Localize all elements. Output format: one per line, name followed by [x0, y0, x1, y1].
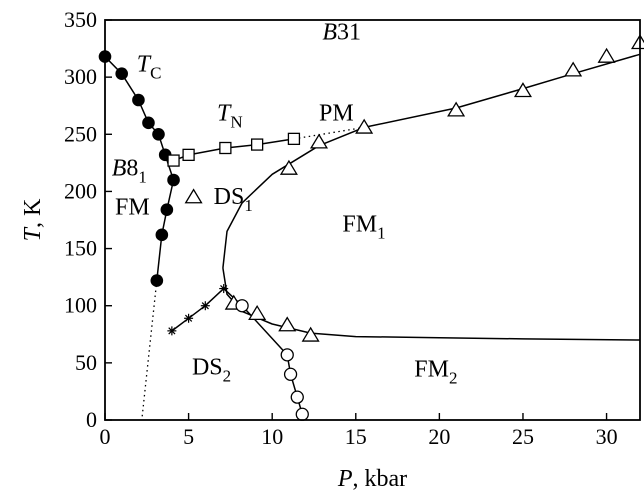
- tc-point: [160, 203, 174, 217]
- b31-label: B31: [322, 19, 361, 45]
- tc-point: [115, 67, 129, 81]
- tn-point: [250, 138, 264, 151]
- triangle-point: [248, 304, 267, 320]
- open-circle-point: [235, 299, 249, 313]
- tn-point: [167, 154, 180, 167]
- tn-point: [219, 141, 232, 155]
- x-tick-label: 20: [428, 424, 450, 449]
- tn-label: TN: [217, 101, 243, 132]
- open-circle-point: [280, 348, 294, 362]
- fm1-upper-boundary-line: [222, 53, 641, 269]
- tc-point: [155, 228, 169, 242]
- plot-frame: [104, 19, 641, 421]
- y-tick-label: 350: [64, 7, 97, 32]
- x-tick-label: 5: [183, 424, 194, 449]
- triangle-point: [597, 47, 616, 63]
- triangle-point: [447, 101, 466, 117]
- tc-point: [150, 274, 164, 287]
- tn-extension-line: [293, 126, 365, 140]
- y-tick-label: 250: [64, 121, 97, 146]
- tc-point: [132, 93, 145, 107]
- x-tick-label: 15: [345, 424, 367, 449]
- triangle-point: [278, 316, 297, 332]
- tc-point: [167, 173, 180, 187]
- triangle-point: [630, 34, 644, 50]
- x-tick-label: 10: [261, 424, 283, 449]
- fm2-label: FM2: [414, 357, 457, 388]
- ds2-label: DS2: [192, 354, 231, 385]
- star-point: [200, 301, 210, 311]
- triangle-point: [564, 61, 583, 77]
- pm-label: PM: [319, 101, 354, 127]
- tn-point: [287, 132, 301, 146]
- open-circle-point: [290, 390, 304, 404]
- star-point: [167, 326, 177, 336]
- x-tick-label: 0: [100, 424, 111, 449]
- open-circle-point: [283, 367, 298, 381]
- x-axis-label: P, kbar: [337, 466, 407, 492]
- tc-extension-line: [141, 280, 158, 421]
- triangle-point: [279, 159, 298, 175]
- triangle-point: [301, 326, 320, 342]
- labels-layer: B31 TC TN PM B81 DS1 FM FM1 DS2 FM2: [112, 19, 458, 387]
- y-tick-label: 300: [64, 64, 97, 89]
- triangle-point: [355, 118, 374, 134]
- ds1-label: DS1: [214, 184, 253, 215]
- tc-point: [152, 127, 165, 141]
- x-tick-label: 30: [596, 424, 618, 449]
- fm-label: FM: [115, 194, 150, 220]
- x-tick-label: 25: [512, 424, 534, 449]
- tn-point: [182, 148, 195, 162]
- y-axis-label: T, K: [20, 198, 46, 241]
- star-point: [219, 284, 229, 294]
- y-tick-label: 200: [64, 178, 97, 203]
- triangle-point: [309, 133, 329, 149]
- open-circle-point: [295, 407, 309, 421]
- tc-curve-line: [104, 56, 175, 281]
- star-curve-line: [171, 288, 225, 332]
- y-tick-label: 50: [75, 350, 97, 375]
- y-tick-label: 150: [64, 236, 97, 261]
- markers-layer: [98, 34, 644, 421]
- y-tick-label: 0: [86, 407, 97, 432]
- triangle-point: [513, 82, 532, 98]
- triangle-point: [184, 188, 203, 204]
- tc-point: [142, 116, 155, 130]
- fm1-label: FM1: [342, 211, 385, 242]
- y-tick-label: 100: [64, 293, 97, 318]
- tc-label: TC: [137, 51, 162, 82]
- b81-label: B81: [112, 155, 147, 186]
- star-point: [184, 313, 194, 323]
